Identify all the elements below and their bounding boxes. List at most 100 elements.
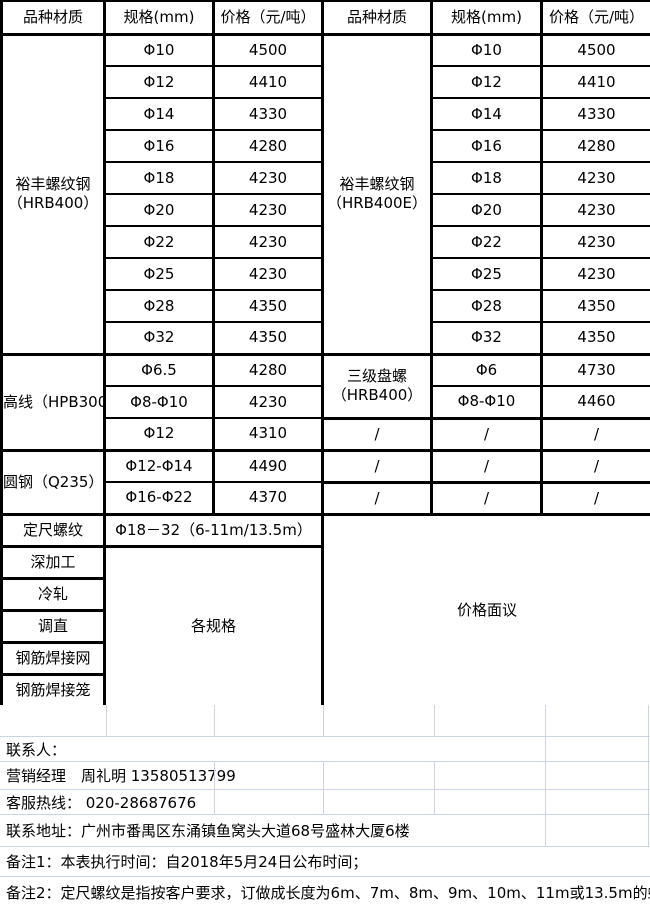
price-cell[interactable]: 4230 [212,225,324,259]
spec-cell-all-specs[interactable]: 各规格 [103,544,324,707]
spec-cell[interactable]: Φ6.5 [103,352,215,387]
spec-cell-fixed-length[interactable]: Φ18－32（6-11m/13.5m） [103,512,324,547]
material-cell-service[interactable]: 钢筋焊接笼 [0,672,106,707]
gridline-v [545,705,546,847]
price-cell[interactable]: 4230 [212,257,324,291]
price-cell[interactable]: 4350 [212,321,324,355]
price-cell[interactable]: 4230 [540,225,650,259]
price-cell[interactable]: 4330 [540,97,650,131]
material-name: 裕丰螺纹钢 [339,175,415,193]
hotline-row[interactable]: 客服热线： 020-28687676 [0,790,650,815]
spec-cell[interactable]: Φ14 [430,97,543,131]
spec-cell[interactable]: Φ12 [103,417,215,451]
spec-cell[interactable]: Φ16-Φ22 [103,481,215,515]
table-row: 定尺螺纹 Φ18－32（6-11m/13.5m） 价格面议 [0,512,650,707]
price-cell[interactable]: 4230 [540,257,650,291]
material-cell-hrb400[interactable]: 裕丰螺纹钢 （HRB400） [0,33,106,355]
price-cell[interactable]: 4370 [212,481,324,515]
table-row: 深加工 各规格 [0,544,650,707]
material-cell-service[interactable]: 调直 [0,608,106,643]
spec-cell[interactable]: Φ32 [430,321,543,355]
address-row[interactable]: 联系地址：广州市番禺区东涌镇鱼窝头大道68号盛林大厦6楼 [0,815,650,847]
slash-cell[interactable]: / [430,416,543,451]
spec-cell[interactable]: Φ18 [103,161,215,195]
spec-cell[interactable]: Φ12-Φ14 [103,448,215,483]
header-price-left[interactable]: 价格（元/吨） [212,0,324,36]
price-cell[interactable]: 4280 [212,352,324,387]
price-cell[interactable]: 4280 [212,129,324,163]
material-grade: （HRB400E） [326,194,428,212]
header-spec-right[interactable]: 规格(mm) [430,0,543,36]
spec-cell[interactable]: Φ25 [103,257,215,291]
price-cell[interactable]: 4230 [212,385,324,419]
slash-cell[interactable]: / [430,448,543,483]
spec-cell[interactable]: Φ12 [430,65,543,99]
price-cell[interactable]: 4310 [212,417,324,451]
price-negotiable-cell[interactable]: 价格面议 [321,512,650,707]
gridline-v [214,762,215,815]
price-cell[interactable]: 4330 [212,97,324,131]
material-cell-q235[interactable]: 圆钢（Q235） [0,448,106,515]
material-cell-panluo[interactable]: 三级盘螺 （HRB400） [321,352,433,419]
price-cell[interactable]: 4500 [212,33,324,67]
price-cell[interactable]: 4230 [212,193,324,227]
spec-cell[interactable]: Φ10 [430,33,543,67]
spec-cell[interactable]: Φ16 [430,129,543,163]
spec-cell[interactable]: Φ32 [103,321,215,355]
spec-cell[interactable]: Φ22 [103,225,215,259]
spec-cell[interactable]: Φ28 [103,289,215,323]
empty-row[interactable] [0,705,650,737]
price-cell[interactable]: 4350 [540,321,650,355]
slash-cell[interactable]: / [540,448,650,483]
material-cell-service[interactable]: 冷轧 [0,576,106,611]
slash-cell[interactable]: / [321,480,433,515]
price-cell[interactable]: 4410 [540,65,650,99]
spec-cell[interactable]: Φ14 [103,97,215,131]
table-row: Φ25 4230 Φ25 4230 [2,257,650,291]
material-grade: （HRB400） [331,386,423,404]
material-cell-hrb400e[interactable]: 裕丰螺纹钢 （HRB400E） [321,33,433,355]
header-price-right[interactable]: 价格（元/吨） [540,0,650,36]
spec-cell[interactable]: Φ22 [430,225,543,259]
spec-cell[interactable]: Φ20 [430,193,543,227]
spec-cell[interactable]: Φ25 [430,257,543,291]
spec-cell[interactable]: Φ8-Φ10 [430,385,543,419]
contact-label-row[interactable]: 联系人： [0,737,650,762]
header-material-right[interactable]: 品种材质 [321,0,433,36]
slash-cell[interactable]: / [540,480,650,515]
slash-cell[interactable]: / [430,480,543,515]
spec-cell[interactable]: Φ16 [103,129,215,163]
slash-cell[interactable]: / [321,416,433,451]
spec-cell[interactable]: Φ20 [103,193,215,227]
note1-row[interactable]: 备注1：本表执行时间：自2018年5月24日公布时间； [0,847,650,877]
note2-row[interactable]: 备注2：定尺螺纹是指按客户要求，订做成长度为6m、7m、8m、9m、10m、11… [6,884,650,902]
price-cell[interactable]: 4730 [540,352,650,387]
price-cell[interactable]: 4490 [212,448,324,483]
price-cell[interactable]: 4230 [212,161,324,195]
header-spec-left[interactable]: 规格(mm) [103,0,215,36]
spec-cell[interactable]: Φ28 [430,289,543,323]
spec-cell[interactable]: Φ12 [103,65,215,99]
material-name: 裕丰螺纹钢 [15,175,91,193]
price-cell[interactable]: 4500 [540,33,650,67]
price-cell[interactable]: 4230 [540,193,650,227]
spec-cell[interactable]: Φ18 [430,161,543,195]
material-cell-service[interactable]: 深加工 [0,544,106,579]
material-cell-hpb300[interactable]: 高线（HPB300） [0,352,106,451]
spec-cell[interactable]: Φ6 [430,352,543,387]
material-cell-fixed-length[interactable]: 定尺螺纹 [0,512,106,547]
slash-cell[interactable]: / [540,416,650,451]
price-cell[interactable]: 4350 [540,289,650,323]
price-cell[interactable]: 4460 [540,385,650,419]
table-row: Φ8-Φ10 4230 Φ8-Φ10 4460 [2,385,650,419]
material-cell-service[interactable]: 钢筋焊接网 [0,640,106,675]
price-cell[interactable]: 4350 [212,289,324,323]
header-material-left[interactable]: 品种材质 [0,0,106,36]
price-cell[interactable]: 4410 [212,65,324,99]
spec-cell[interactable]: Φ8-Φ10 [103,385,215,419]
price-cell[interactable]: 4230 [540,161,650,195]
manager-row[interactable]: 营销经理 周礼明 13580513799 [0,762,650,790]
slash-cell[interactable]: / [321,448,433,483]
price-cell[interactable]: 4280 [540,129,650,163]
spec-cell[interactable]: Φ10 [103,33,215,67]
